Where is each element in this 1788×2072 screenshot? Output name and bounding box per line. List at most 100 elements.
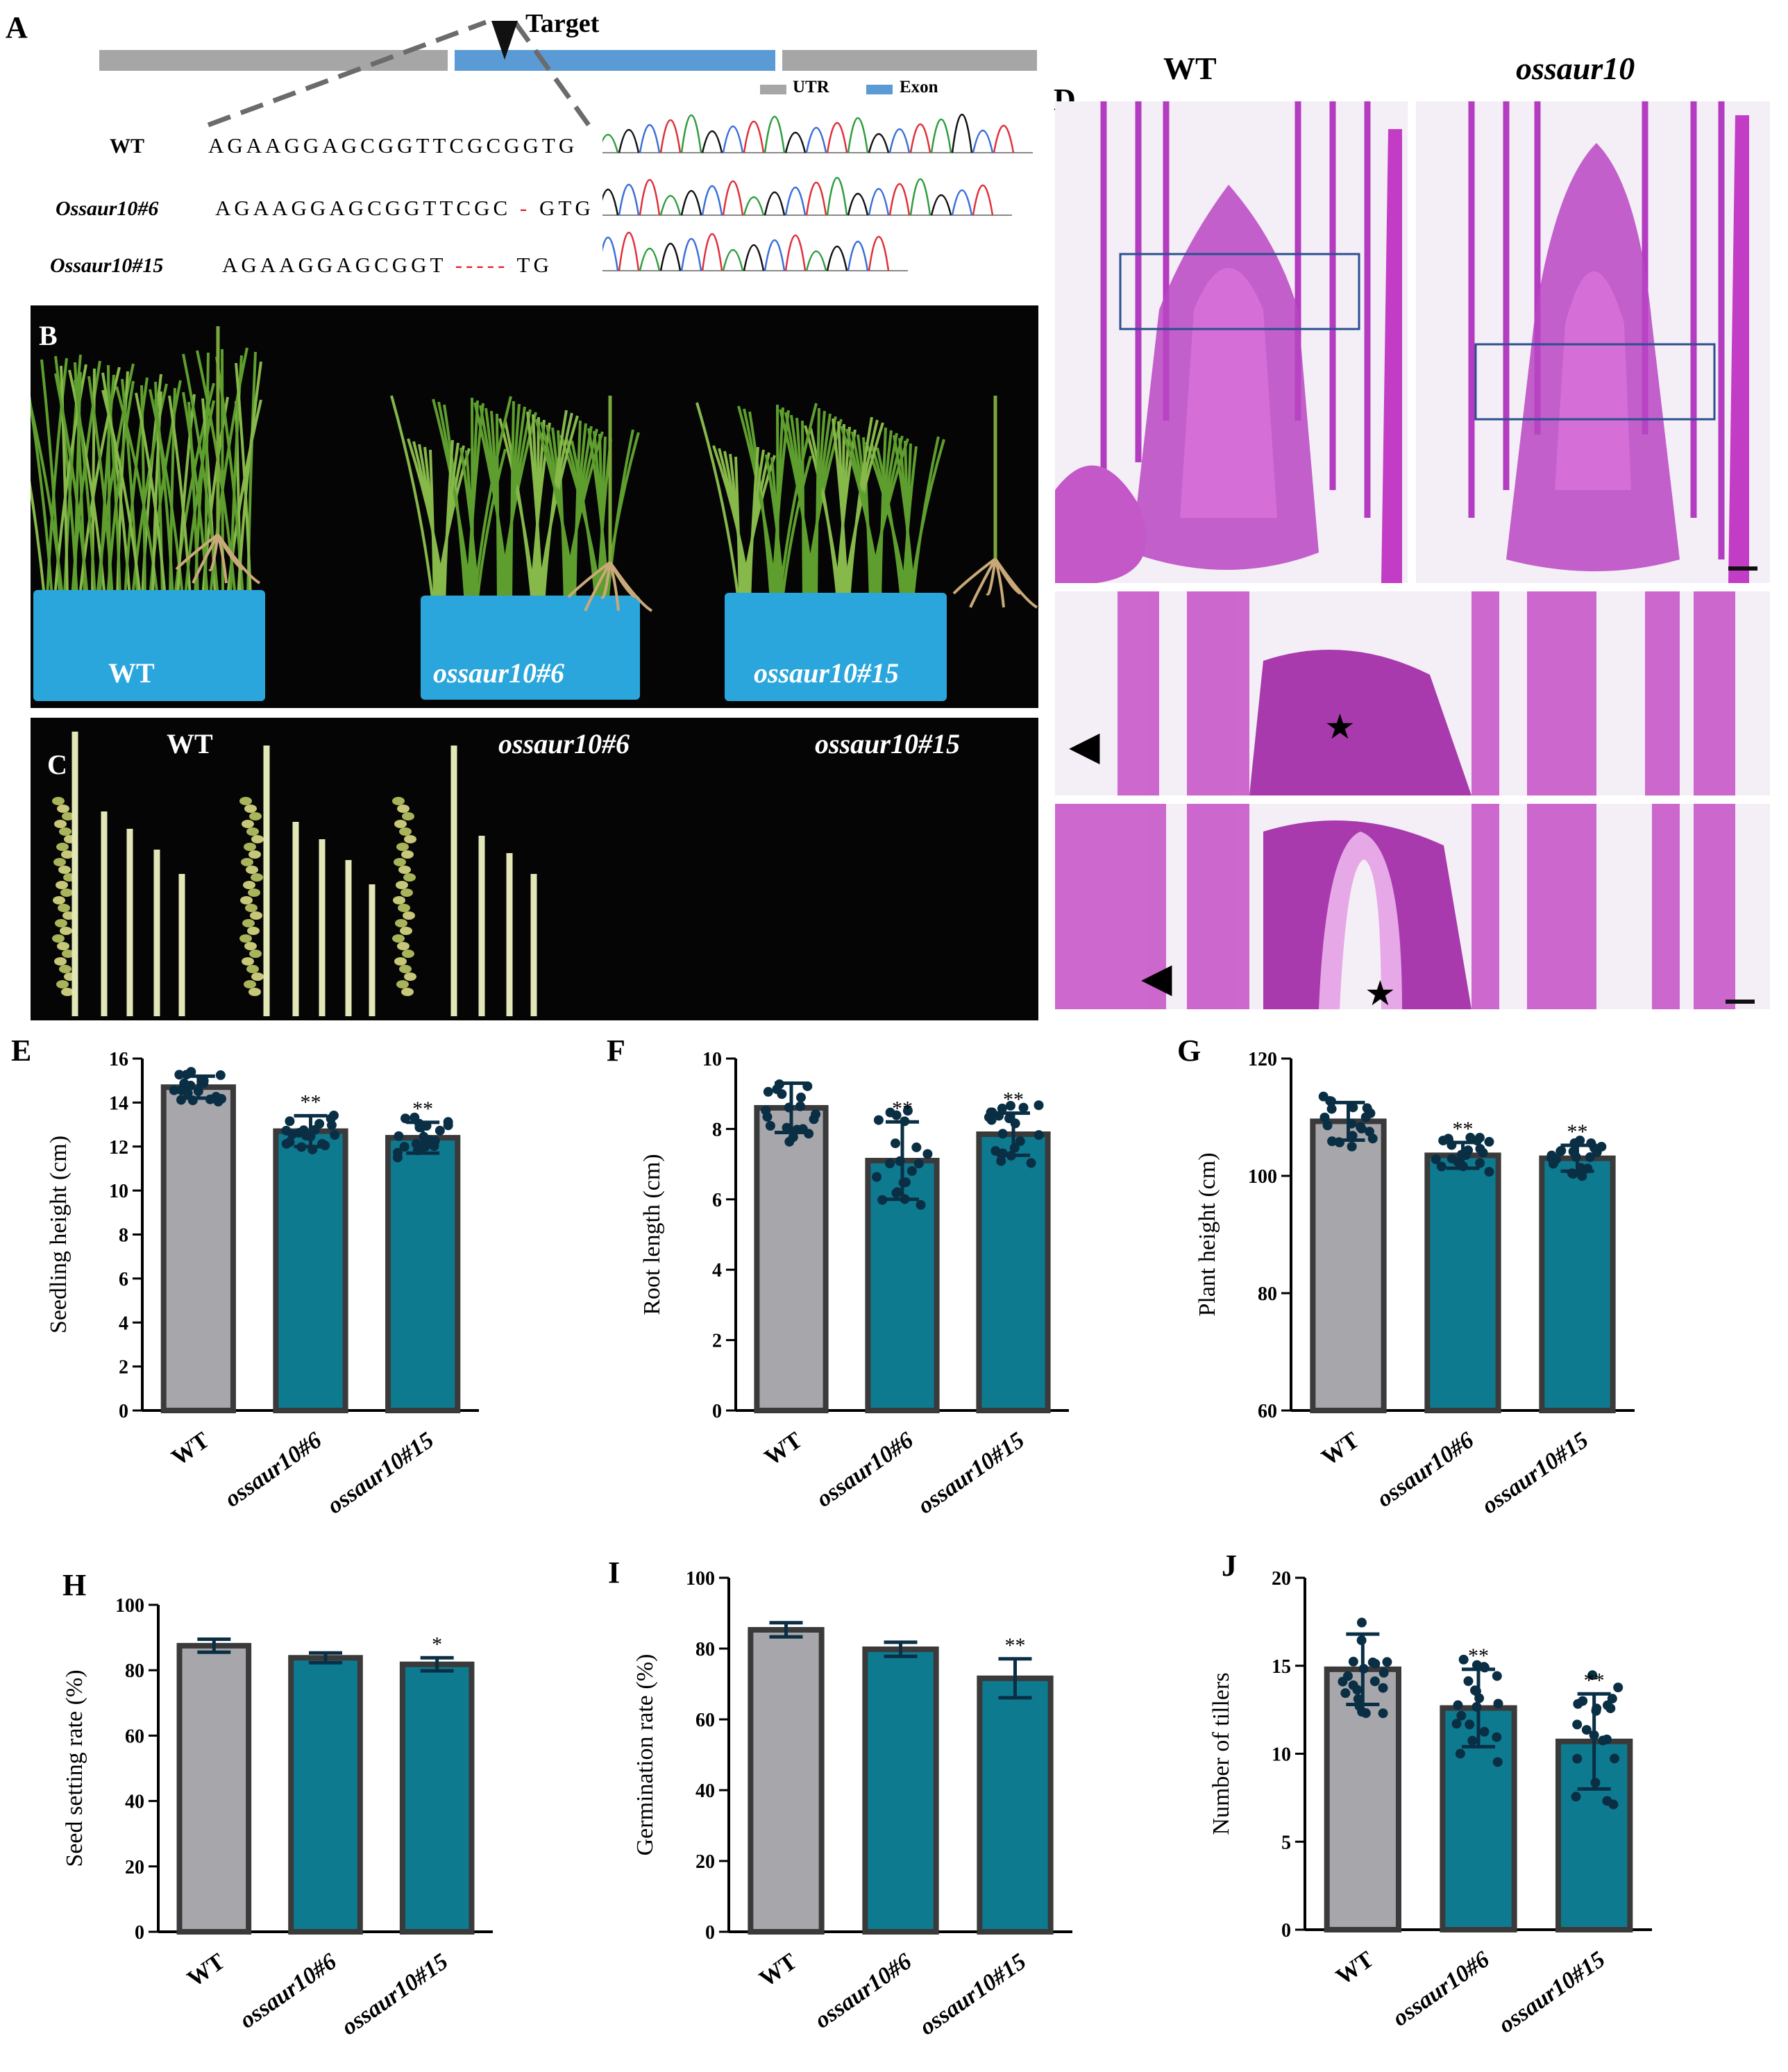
data-point: [809, 1114, 819, 1125]
y-tick-label: 8: [712, 1119, 722, 1140]
data-point: [169, 1085, 179, 1095]
data-point: [984, 1112, 994, 1122]
y-tick-label: 20: [125, 1857, 144, 1878]
data-point: [411, 1138, 421, 1149]
data-point: [1492, 1671, 1502, 1681]
histology-wt-overview: [1055, 101, 1408, 583]
data-point: [1342, 1671, 1353, 1681]
data-point: [1605, 1703, 1616, 1714]
bar-wt: [754, 1104, 829, 1413]
data-point: [185, 1080, 196, 1090]
data-point: [410, 1112, 420, 1122]
y-tick-label: 20: [695, 1851, 715, 1873]
y-tick-label: 40: [695, 1780, 715, 1802]
data-point: [1484, 1167, 1494, 1177]
zoom-line-right: [513, 20, 591, 127]
legend-utr-swatch: [760, 85, 786, 94]
data-point: [1587, 1670, 1598, 1681]
data-point: [1608, 1799, 1619, 1810]
scale-bar-top: [1728, 566, 1757, 571]
bar-wt: [160, 1084, 236, 1413]
data-point: [1456, 1710, 1467, 1721]
y-axis-label: Seedling height (cm): [46, 1136, 71, 1333]
x-tick-label: ossaur10#6: [1388, 1946, 1494, 2031]
significance-mark: **: [1584, 1669, 1605, 1692]
significance-mark: **: [1003, 1088, 1024, 1111]
seq-ossaur10-15: AGAAGGAGCGGT ----- TG: [222, 253, 553, 277]
x-tick-label: WT: [1331, 1946, 1378, 1990]
y-tick-label: 10: [702, 1049, 722, 1070]
data-point: [922, 1149, 933, 1159]
internode-illustration: [52, 732, 537, 1016]
data-point: [795, 1093, 806, 1103]
data-point: [199, 1078, 209, 1088]
data-point: [1347, 1131, 1358, 1141]
star-marker-ossaur10: ★: [1365, 974, 1396, 1009]
x-tick-label: ossaur10#15: [1477, 1427, 1593, 1519]
x-tick-label: ossaur10#6: [812, 1427, 918, 1512]
data-point: [1610, 1753, 1620, 1764]
data-point: [1018, 1102, 1029, 1113]
data-point: [1465, 1132, 1476, 1143]
x-tick-label: ossaur10#6: [810, 1948, 916, 2033]
data-point: [891, 1138, 901, 1149]
significance-mark: **: [1567, 1120, 1588, 1143]
histology-wt-drawing: [1055, 101, 1408, 583]
data-point: [1453, 1700, 1463, 1710]
chart-g: G 60 80 100 120 Plant height (cm) WT ** ossaur10…: [1177, 1034, 1635, 1519]
panel-label-i: I: [608, 1556, 620, 1590]
y-tick-label: 120: [1248, 1049, 1277, 1070]
data-point: [906, 1165, 917, 1176]
data-point: [1571, 1792, 1581, 1802]
data-point: [1578, 1696, 1588, 1706]
data-point: [281, 1138, 292, 1149]
utr-right-bar: [782, 50, 1037, 71]
data-point: [877, 1195, 888, 1205]
panicle-label-ossaur10-6: ossaur10#6: [498, 728, 630, 759]
data-point: [1356, 1122, 1366, 1132]
data-point: [777, 1089, 787, 1100]
panel-label-g: G: [1177, 1034, 1201, 1068]
y-tick-label: 0: [1281, 1920, 1291, 1942]
bar-wt: [1310, 1118, 1387, 1413]
data-point: [795, 1101, 806, 1111]
bar-ossaur10-6: [862, 1646, 939, 1935]
y-tick-label: 80: [1258, 1283, 1277, 1305]
y-tick-label: 6: [119, 1269, 128, 1290]
data-point: [1369, 1676, 1380, 1687]
significance-mark: **: [301, 1090, 321, 1113]
data-point: [1475, 1158, 1485, 1168]
data-point: [1548, 1159, 1558, 1169]
y-tick-label: 60: [125, 1726, 144, 1747]
data-point: [215, 1070, 226, 1080]
data-point: [1572, 1753, 1583, 1764]
seq-wt: AGAAGGAGCGGTTCGCGGTG: [208, 133, 578, 158]
y-axis-label: Root length (cm): [639, 1154, 665, 1315]
exon-bar: [455, 50, 775, 71]
seedling-illustration: [31, 326, 1038, 701]
panel-label-b: B: [39, 320, 58, 351]
y-tick-label: 10: [1272, 1744, 1291, 1766]
data-point: [1322, 1120, 1333, 1131]
data-point: [314, 1118, 325, 1129]
y-tick-label: 80: [125, 1660, 144, 1682]
y-tick-label: 100: [115, 1595, 144, 1617]
bar-ossaur10-15: [977, 1675, 1054, 1935]
data-point: [1598, 1735, 1608, 1746]
legend-exon-swatch: [866, 85, 893, 94]
x-tick-label: ossaur10#6: [235, 1948, 341, 2033]
data-point: [1451, 1719, 1462, 1729]
y-axis-label: Plant height (cm): [1195, 1152, 1220, 1316]
y-tick-label: 100: [1248, 1166, 1277, 1188]
data-point: [782, 1122, 792, 1133]
data-point: [1352, 1685, 1363, 1695]
histology-ossaur10-overview: [1416, 101, 1770, 583]
significance-mark: **: [1453, 1118, 1474, 1140]
data-point: [1463, 1676, 1474, 1686]
data-point: [1492, 1732, 1502, 1742]
zoom-box-wt: [1119, 253, 1360, 330]
y-tick-label: 100: [686, 1568, 715, 1590]
star-marker-wt: ★: [1324, 707, 1356, 746]
significance-mark: **: [412, 1097, 433, 1120]
data-point: [1340, 1688, 1351, 1699]
